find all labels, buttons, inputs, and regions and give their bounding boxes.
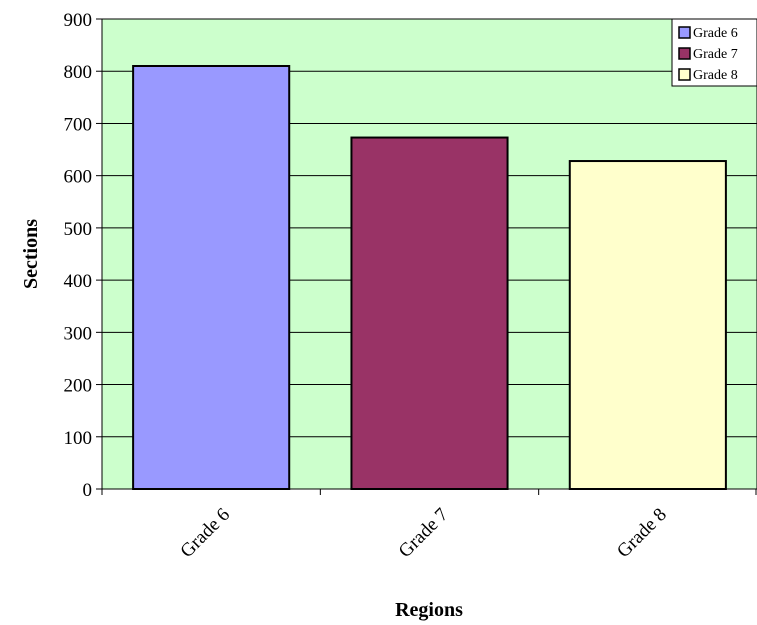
legend-swatch <box>678 26 691 39</box>
y-tick-label: 400 <box>64 271 93 292</box>
x-tick-label: Grade 8 <box>613 504 671 562</box>
y-axis-title: Sections <box>20 219 42 289</box>
bar-grade-8 <box>568 160 727 491</box>
bars <box>132 65 727 491</box>
y-axis-ticks: 0 100 200 300 400 500 600 700 800 900 <box>64 10 102 501</box>
y-tick-label: 0 <box>83 480 93 501</box>
legend-swatch <box>678 68 691 81</box>
y-tick-label: 900 <box>64 10 93 31</box>
y-tick-label: 500 <box>64 219 93 240</box>
legend-label: Grade 6 <box>693 26 738 41</box>
bar-grade-6 <box>132 65 291 490</box>
bar-grade-7 <box>350 136 509 491</box>
legend-swatch <box>678 47 691 60</box>
x-axis-ticks: Grade 6 Grade 7 Grade 8 <box>101 489 757 562</box>
x-tick-label: Grade 6 <box>176 504 234 562</box>
y-tick-label: 700 <box>64 114 93 135</box>
y-tick-label: 300 <box>64 323 93 344</box>
x-axis-title: Regions <box>395 599 463 621</box>
legend-label: Grade 8 <box>693 68 738 83</box>
y-tick-label: 800 <box>64 62 93 83</box>
y-tick-label: 600 <box>64 167 93 188</box>
y-tick-label: 200 <box>64 376 93 397</box>
y-tick-label: 100 <box>64 428 93 449</box>
legend: Grade 6 Grade 7 Grade 8 <box>671 18 757 87</box>
legend-label: Grade 7 <box>693 47 738 62</box>
x-tick-label: Grade 7 <box>395 504 453 562</box>
